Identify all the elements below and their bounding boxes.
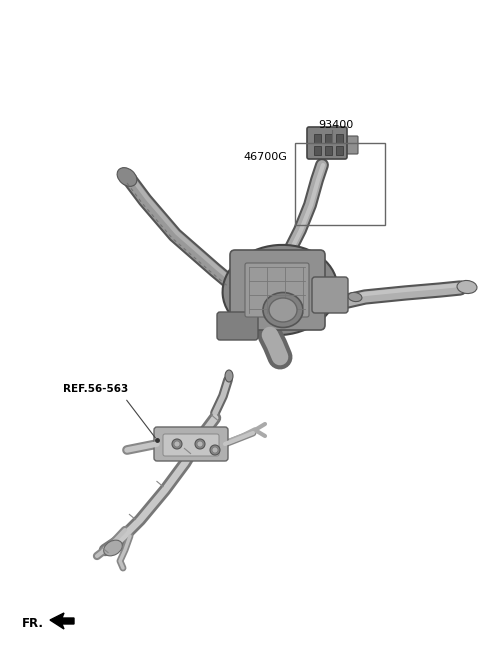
Ellipse shape — [263, 292, 303, 327]
FancyBboxPatch shape — [312, 277, 348, 313]
FancyBboxPatch shape — [230, 250, 325, 330]
Ellipse shape — [348, 292, 362, 302]
Ellipse shape — [117, 168, 137, 187]
Circle shape — [212, 447, 218, 453]
Text: 46700G: 46700G — [243, 152, 287, 162]
Ellipse shape — [225, 370, 233, 382]
Ellipse shape — [457, 281, 477, 294]
Circle shape — [197, 441, 203, 447]
Bar — [295, 143, 385, 225]
FancyBboxPatch shape — [154, 427, 228, 461]
Bar — [314, 146, 321, 155]
Bar — [314, 134, 321, 143]
Bar — [336, 146, 343, 155]
Text: REF.56-563: REF.56-563 — [63, 384, 128, 394]
Bar — [325, 134, 332, 143]
Circle shape — [195, 439, 205, 449]
Polygon shape — [50, 613, 74, 629]
Circle shape — [174, 441, 180, 447]
FancyBboxPatch shape — [163, 434, 219, 456]
Circle shape — [210, 445, 220, 455]
Circle shape — [172, 439, 182, 449]
FancyBboxPatch shape — [245, 263, 309, 317]
FancyBboxPatch shape — [344, 136, 358, 154]
Text: FR.: FR. — [22, 617, 44, 630]
Bar — [325, 146, 332, 155]
Ellipse shape — [269, 298, 297, 322]
FancyBboxPatch shape — [307, 127, 347, 159]
Ellipse shape — [223, 245, 337, 335]
Text: 93400: 93400 — [318, 120, 353, 130]
Bar — [336, 134, 343, 143]
FancyBboxPatch shape — [217, 312, 258, 340]
Ellipse shape — [104, 540, 122, 556]
